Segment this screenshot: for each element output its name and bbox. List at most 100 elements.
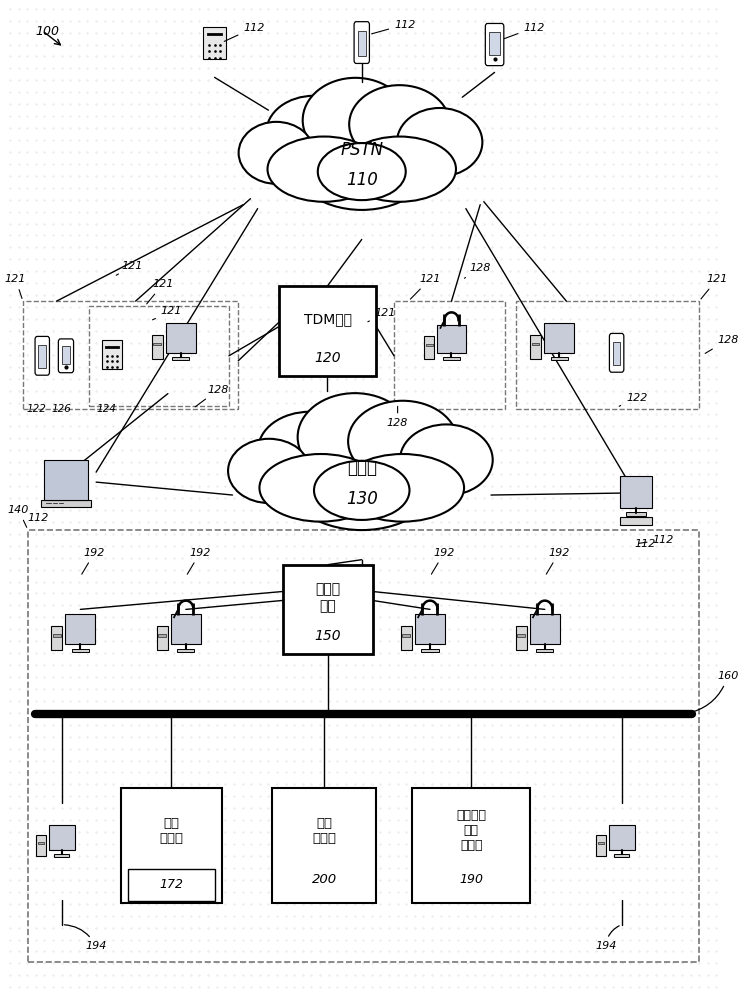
Text: 194: 194 bbox=[595, 926, 619, 951]
Text: 121: 121 bbox=[5, 274, 26, 298]
FancyBboxPatch shape bbox=[51, 626, 62, 650]
Ellipse shape bbox=[343, 137, 456, 202]
Text: 112: 112 bbox=[224, 23, 265, 41]
FancyBboxPatch shape bbox=[53, 634, 61, 637]
Ellipse shape bbox=[268, 137, 381, 202]
FancyBboxPatch shape bbox=[531, 343, 539, 345]
Text: 互联网: 互联网 bbox=[347, 459, 377, 477]
Text: 121: 121 bbox=[368, 308, 396, 322]
FancyBboxPatch shape bbox=[517, 634, 525, 637]
FancyBboxPatch shape bbox=[402, 634, 410, 637]
FancyBboxPatch shape bbox=[158, 634, 166, 637]
Text: 联系
服务器: 联系 服务器 bbox=[312, 817, 336, 845]
FancyBboxPatch shape bbox=[102, 340, 122, 369]
Text: 112: 112 bbox=[634, 539, 656, 549]
FancyBboxPatch shape bbox=[128, 869, 214, 901]
FancyBboxPatch shape bbox=[597, 835, 605, 856]
Ellipse shape bbox=[258, 412, 362, 488]
FancyBboxPatch shape bbox=[35, 336, 50, 375]
FancyBboxPatch shape bbox=[598, 842, 605, 844]
FancyBboxPatch shape bbox=[72, 649, 89, 652]
Text: 192: 192 bbox=[82, 548, 105, 574]
Text: 112: 112 bbox=[372, 20, 416, 34]
Text: 192: 192 bbox=[546, 548, 570, 574]
Text: 100: 100 bbox=[35, 25, 59, 38]
FancyBboxPatch shape bbox=[38, 842, 45, 844]
Ellipse shape bbox=[318, 143, 406, 200]
FancyBboxPatch shape bbox=[530, 614, 560, 644]
Text: 110: 110 bbox=[346, 171, 378, 189]
FancyBboxPatch shape bbox=[536, 649, 554, 652]
Ellipse shape bbox=[341, 454, 464, 522]
FancyBboxPatch shape bbox=[203, 27, 226, 59]
Text: 121: 121 bbox=[410, 274, 441, 299]
FancyBboxPatch shape bbox=[421, 649, 439, 652]
FancyBboxPatch shape bbox=[516, 626, 527, 650]
Ellipse shape bbox=[239, 122, 314, 184]
Text: 150: 150 bbox=[315, 629, 341, 643]
FancyBboxPatch shape bbox=[544, 323, 574, 353]
FancyBboxPatch shape bbox=[165, 323, 196, 353]
FancyBboxPatch shape bbox=[121, 788, 222, 903]
Text: 112: 112 bbox=[505, 23, 545, 39]
Ellipse shape bbox=[228, 439, 310, 503]
Text: 192: 192 bbox=[187, 548, 211, 574]
Text: 130: 130 bbox=[346, 490, 378, 508]
Text: 128: 128 bbox=[195, 385, 229, 407]
Ellipse shape bbox=[266, 96, 362, 169]
Text: 160: 160 bbox=[688, 671, 738, 713]
Text: PSTN: PSTN bbox=[341, 141, 384, 159]
Text: 128: 128 bbox=[705, 335, 738, 353]
Text: 190: 190 bbox=[459, 873, 483, 886]
Text: 192: 192 bbox=[431, 548, 455, 574]
Text: 128: 128 bbox=[387, 406, 408, 428]
FancyBboxPatch shape bbox=[279, 286, 376, 376]
FancyBboxPatch shape bbox=[54, 854, 69, 857]
FancyBboxPatch shape bbox=[41, 500, 91, 507]
Ellipse shape bbox=[348, 401, 457, 482]
FancyBboxPatch shape bbox=[272, 788, 376, 903]
Text: 121: 121 bbox=[116, 261, 142, 275]
FancyBboxPatch shape bbox=[424, 336, 434, 359]
FancyBboxPatch shape bbox=[157, 626, 168, 650]
FancyBboxPatch shape bbox=[426, 344, 433, 346]
FancyBboxPatch shape bbox=[415, 614, 445, 644]
FancyBboxPatch shape bbox=[530, 335, 541, 359]
Text: TDM网关: TDM网关 bbox=[303, 312, 352, 326]
Ellipse shape bbox=[400, 424, 493, 495]
Ellipse shape bbox=[397, 108, 482, 176]
Text: 121: 121 bbox=[152, 306, 182, 320]
Text: 128: 128 bbox=[464, 263, 490, 278]
Text: 126: 126 bbox=[52, 404, 71, 414]
FancyBboxPatch shape bbox=[608, 825, 634, 850]
FancyBboxPatch shape bbox=[152, 335, 162, 359]
Text: 122: 122 bbox=[619, 393, 647, 406]
Text: 194: 194 bbox=[65, 925, 107, 951]
FancyBboxPatch shape bbox=[172, 357, 189, 360]
FancyBboxPatch shape bbox=[36, 835, 46, 856]
Text: 120: 120 bbox=[315, 351, 341, 365]
Ellipse shape bbox=[314, 461, 410, 520]
FancyBboxPatch shape bbox=[609, 333, 624, 372]
FancyBboxPatch shape bbox=[489, 32, 500, 55]
FancyBboxPatch shape bbox=[614, 854, 629, 857]
FancyBboxPatch shape bbox=[59, 339, 73, 373]
FancyBboxPatch shape bbox=[358, 31, 366, 56]
FancyBboxPatch shape bbox=[283, 565, 372, 654]
FancyBboxPatch shape bbox=[444, 357, 459, 360]
Ellipse shape bbox=[278, 403, 447, 530]
FancyBboxPatch shape bbox=[171, 614, 201, 644]
FancyBboxPatch shape bbox=[412, 788, 531, 903]
Text: 121: 121 bbox=[147, 279, 174, 304]
FancyBboxPatch shape bbox=[39, 345, 46, 368]
Text: 170: 170 bbox=[159, 873, 184, 886]
Text: 121: 121 bbox=[701, 274, 728, 299]
Ellipse shape bbox=[298, 393, 413, 481]
Text: 112: 112 bbox=[28, 513, 49, 523]
Text: 112: 112 bbox=[639, 535, 674, 545]
FancyBboxPatch shape bbox=[44, 460, 88, 500]
Text: 124: 124 bbox=[96, 404, 116, 414]
FancyBboxPatch shape bbox=[48, 825, 75, 850]
FancyBboxPatch shape bbox=[626, 512, 646, 516]
FancyBboxPatch shape bbox=[62, 346, 70, 364]
